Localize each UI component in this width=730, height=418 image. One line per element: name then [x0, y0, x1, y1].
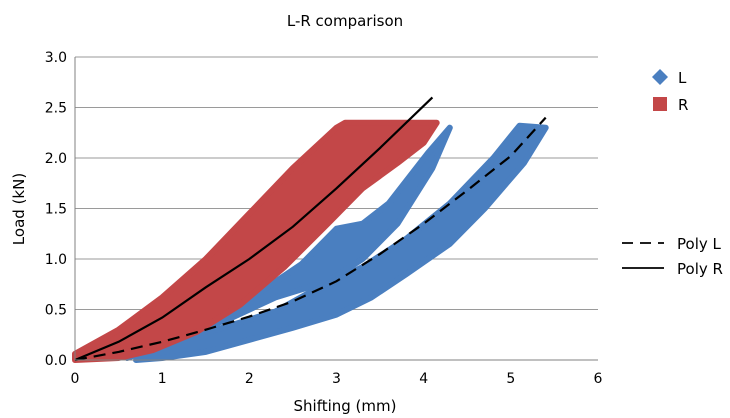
y-tick-label: 2.5	[45, 101, 67, 117]
x-tick-label: 3	[332, 371, 341, 387]
legend: LR Poly L Poly R	[622, 69, 723, 278]
x-tick-label: 4	[419, 371, 428, 387]
x-tick-label: 2	[245, 371, 254, 387]
y-axis-label: Load (kN)	[10, 173, 28, 245]
legend-label-Poly-L: Poly L	[677, 235, 722, 253]
series-Poly-R-line	[74, 96, 434, 362]
y-tick-label: 3.0	[45, 50, 67, 66]
legend-label-L: L	[678, 69, 687, 87]
series-Poly-L-line	[74, 116, 547, 362]
legend-marker-L	[652, 69, 668, 85]
x-tick-label: 1	[158, 371, 167, 387]
x-axis-label: Shifting (mm)	[294, 397, 397, 415]
plot-area	[72, 96, 549, 363]
legend-label-Poly-R: Poly R	[677, 260, 723, 278]
x-tick-label: 6	[594, 371, 603, 387]
x-tick-label: 0	[71, 371, 80, 387]
y-tick-label: 0.5	[45, 303, 67, 319]
legend-marker-R	[653, 97, 667, 111]
axes: 0.0 0.5 1.0 1.5 2.0 2.5 3.0 0 1 2 3 4 5 6	[45, 50, 603, 387]
series-L-points	[133, 122, 549, 363]
chart-title: L-R comparison	[287, 12, 403, 30]
series-R-points	[72, 119, 440, 363]
x-tick-label: 5	[506, 371, 515, 387]
y-tick-label: 1.0	[45, 252, 67, 268]
y-tick-label: 2.0	[45, 151, 67, 167]
y-tick-label: 0.0	[45, 353, 67, 369]
y-tick-label: 1.5	[45, 202, 67, 218]
legend-label-R: R	[678, 96, 688, 114]
